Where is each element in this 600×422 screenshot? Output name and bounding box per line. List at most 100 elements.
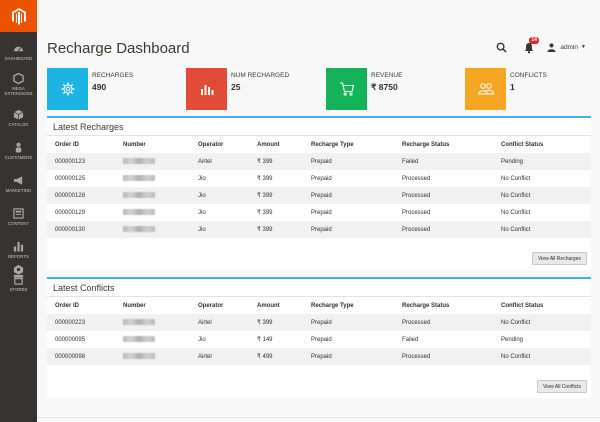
order-id-cell: 000000095: [55, 336, 86, 343]
recharge-status-cell: Processed: [402, 175, 431, 182]
megaphone-icon: [13, 175, 23, 185]
table-row[interactable]: 000000125 Jio ₹ 399 Prepaid Processed No…: [47, 170, 591, 187]
search-icon[interactable]: [496, 42, 507, 53]
number-cell: [115, 348, 190, 365]
stat-icon-box: [326, 68, 367, 110]
operator-cell: Jio: [198, 336, 206, 343]
amount-cell: ₹ 399: [257, 210, 273, 216]
dashboard-icon: [13, 46, 24, 51]
recharge-type-cell: Prepaid: [303, 221, 394, 238]
recharge-type-cell: Prepaid: [311, 175, 332, 182]
order-id-cell: 000000223: [47, 314, 115, 331]
number-cell: [115, 221, 190, 238]
sidebar-item-mega-extensions[interactable]: MEGA EXTENSIONS: [0, 68, 37, 101]
stat-value: ₹ 8750: [371, 82, 398, 92]
conflict-status-cell: Pending: [493, 153, 591, 170]
redacted-number: [123, 226, 155, 233]
order-id-cell: 000000130: [47, 221, 115, 238]
cart-icon: [339, 82, 354, 96]
stat-icon-box: [465, 68, 506, 110]
recharge-status-cell: Failed: [394, 153, 493, 170]
sidebar-item-marketing[interactable]: MARKETING: [0, 167, 37, 200]
recharge-status-cell: Processed: [394, 348, 493, 365]
sidebar-item-label: STORES: [9, 286, 28, 292]
number-cell: [115, 314, 190, 331]
user-icon: [547, 42, 556, 52]
conflict-status-cell: No Conflict: [493, 348, 591, 365]
stat-label: CONFLICTS: [510, 72, 547, 79]
divider: [47, 296, 591, 297]
stat-card-conflicts: CONFLICTS 1: [465, 68, 600, 110]
sidebar-item-label: DASHBOARD: [4, 55, 33, 61]
sidebar-item-catalog[interactable]: CATALOG: [0, 101, 37, 134]
stat-label: NUM RECHARGED: [231, 72, 290, 79]
conflict-status-cell: No Conflict: [501, 175, 531, 182]
table-row[interactable]: 000000129 Jio ₹ 399 Prepaid Processed No…: [47, 204, 591, 221]
sidebar-item-stores[interactable]: STORES: [0, 266, 37, 299]
footer-divider: [37, 417, 600, 418]
column-header: Order ID: [55, 141, 80, 148]
stat-card-revenue: REVENUE ₹ 8750: [326, 68, 466, 110]
sidebar-item-dashboard[interactable]: DASHBOARD: [0, 35, 37, 68]
number-cell: [115, 153, 190, 170]
table-row[interactable]: 000000128 Jio ₹ 399 Prepaid Processed No…: [47, 187, 591, 204]
column-header: Order ID: [55, 302, 80, 309]
page-title: Recharge Dashboard: [47, 40, 190, 57]
operator-cell: Jio: [190, 221, 249, 238]
divider: [47, 135, 591, 136]
recharge-type-cell: Prepaid: [303, 187, 394, 204]
puzzle-icon[interactable]: [13, 264, 24, 275]
view-all-conflicts-button[interactable]: View All Conflicts: [537, 380, 587, 393]
amount-cell: ₹ 499: [249, 348, 303, 365]
table-header-row: Order ID Number Operator Amount Recharge…: [47, 297, 591, 314]
user-menu[interactable]: admin: [560, 43, 579, 51]
amount-cell: ₹ 399: [249, 187, 303, 204]
stat-card-num-recharged: NUM RECHARGED 25: [186, 68, 326, 110]
number-cell: [115, 331, 190, 348]
column-header: Conflict Status: [501, 141, 544, 148]
stat-value: 25: [231, 82, 241, 92]
operator-cell: Jio: [190, 187, 249, 204]
sidebar-item-customers[interactable]: CUSTOMERS: [0, 134, 37, 167]
amount-cell: ₹ 399: [249, 314, 303, 331]
magento-logo[interactable]: [0, 0, 37, 32]
order-id-cell: 000000128: [47, 187, 115, 204]
sidebar-item-content[interactable]: CONTENT: [0, 200, 37, 233]
users-icon: [477, 83, 494, 95]
sidebar-item-label: CONTENT: [8, 220, 29, 226]
sidebar-item-label: CATALOG: [8, 121, 29, 127]
column-header: Operator: [198, 302, 224, 309]
stat-card-recharges: RECHARGES 490: [47, 68, 187, 110]
table-row[interactable]: 000000098 Airtel ₹ 499 Prepaid Processed…: [47, 348, 591, 365]
gear-icon: [61, 82, 74, 96]
conflict-status-cell: No Conflict: [493, 221, 591, 238]
stat-icon-box: [47, 68, 88, 110]
operator-cell: Jio: [198, 209, 206, 216]
redacted-number: [123, 209, 155, 216]
column-header: Number: [123, 302, 146, 309]
column-header: Number: [123, 141, 146, 148]
recharge-status-cell: Processed: [394, 221, 493, 238]
redacted-number: [123, 353, 155, 360]
recharge-type-cell: Prepaid: [303, 153, 394, 170]
order-id-cell: 000000129: [55, 209, 86, 216]
conflict-status-cell: No Conflict: [493, 187, 591, 204]
header-actions: 14 admin ▼: [496, 37, 586, 54]
table-row[interactable]: 000000223 Airtel ₹ 399 Prepaid Processed…: [47, 314, 591, 331]
chevron-down-icon[interactable]: ▼: [581, 44, 586, 50]
recharge-type-cell: Prepaid: [311, 209, 332, 216]
recharge-status-cell: Processed: [402, 209, 431, 216]
view-all-recharges-button[interactable]: View All Recharges: [532, 252, 587, 265]
notifications-button[interactable]: 14: [523, 37, 539, 54]
table-row[interactable]: 000000130 Jio ₹ 399 Prepaid Processed No…: [47, 221, 591, 238]
recharge-type-cell: Prepaid: [303, 348, 394, 365]
column-header: Amount: [257, 141, 280, 148]
panel-title: Latest Recharges: [53, 122, 124, 132]
amount-cell: ₹ 399: [249, 221, 303, 238]
sidebar-item-label: REPORTS: [8, 253, 29, 259]
sidebar-item-reports[interactable]: REPORTS: [0, 233, 37, 266]
table-row[interactable]: 000000095 Jio ₹ 149 Prepaid Failed Pendi…: [47, 331, 591, 348]
table-row[interactable]: 000000123 Airtel ₹ 399 Prepaid Failed Pe…: [47, 153, 591, 170]
content-icon: [13, 207, 24, 219]
conflict-status-cell: Pending: [501, 336, 524, 343]
